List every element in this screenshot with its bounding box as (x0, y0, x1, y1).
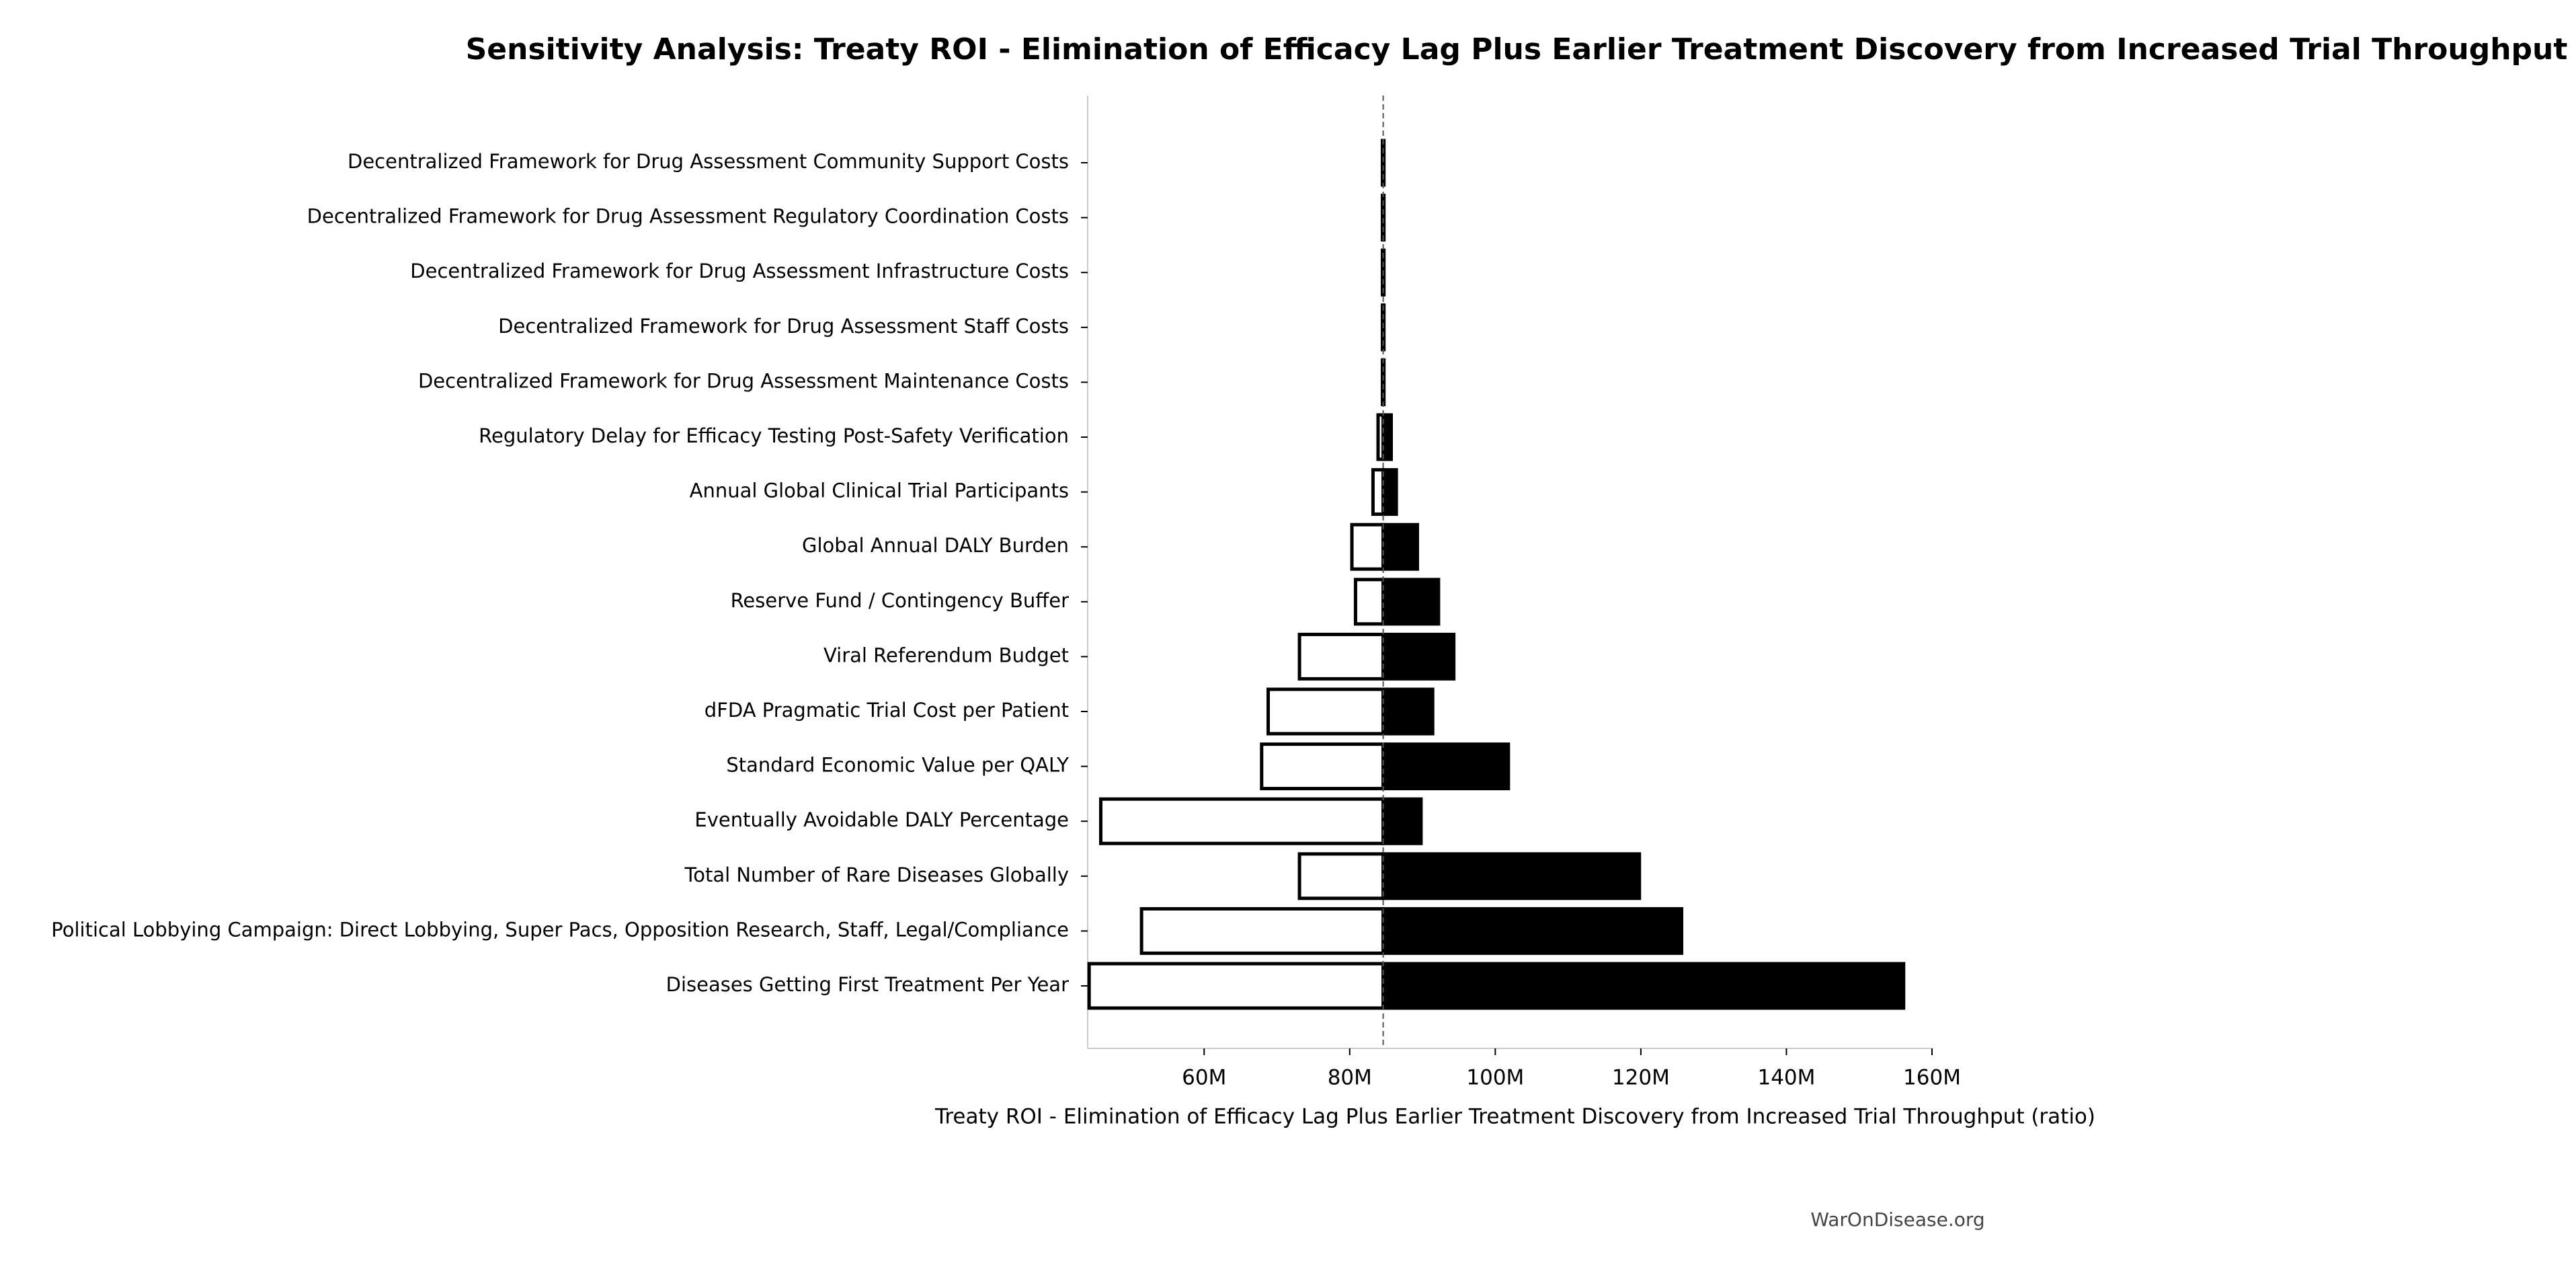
y-tick-label: Standard Economic Value per QALY (726, 754, 1069, 777)
x-tick-label: 140M (1757, 1066, 1815, 1090)
high-bar (1381, 578, 1441, 626)
low-bar (1139, 907, 1385, 955)
y-tick-label: Viral Referendum Budget (823, 644, 1069, 666)
high-bar (1381, 523, 1419, 571)
low-bar (1260, 742, 1385, 791)
watermark: WarOnDisease.org (1810, 1208, 1984, 1231)
y-tick-label: Global Annual DALY Burden (802, 534, 1069, 557)
low-bar (1297, 852, 1385, 900)
low-bar (1266, 687, 1385, 736)
y-tick-label: dFDA Pragmatic Trial Cost per Patient (705, 699, 1069, 722)
y-tick-label: Total Number of Rare Diseases Globally (684, 863, 1069, 886)
y-tick-label: Annual Global Clinical Trial Participant… (690, 479, 1069, 502)
high-bar (1381, 907, 1684, 955)
low-bar (1098, 797, 1385, 845)
low-bar (1087, 962, 1385, 1010)
low-bar (1353, 578, 1385, 626)
y-tick-label: Political Lobbying Campaign: Direct Lobb… (51, 918, 1069, 941)
y-tick-label: Decentralized Framework for Drug Assessm… (410, 260, 1069, 282)
x-tick-label: 60M (1182, 1066, 1226, 1090)
y-tick-label: Reserve Fund / Contingency Buffer (731, 589, 1069, 612)
x-tick-label: 120M (1612, 1066, 1670, 1090)
low-bar (1350, 523, 1385, 571)
high-bar (1381, 852, 1642, 900)
high-bar (1381, 632, 1456, 681)
y-tick-label: Decentralized Framework for Drug Assessm… (498, 315, 1069, 338)
x-tick-label: 80M (1328, 1066, 1372, 1090)
y-tick-label: Decentralized Framework for Drug Assessm… (307, 205, 1069, 228)
high-bar (1381, 468, 1398, 516)
x-axis-label: Treaty ROI - Elimination of Efficacy Lag… (934, 1105, 2095, 1129)
y-tick-label: Decentralized Framework for Drug Assessm… (418, 369, 1069, 392)
high-bar (1381, 797, 1423, 845)
high-bar (1381, 413, 1394, 461)
low-bar (1297, 632, 1385, 681)
high-bar (1381, 742, 1511, 791)
x-tick-label: 100M (1466, 1066, 1524, 1090)
y-tick-label: Regulatory Delay for Efficacy Testing Po… (479, 424, 1069, 447)
high-bar (1381, 962, 1906, 1010)
y-tick-label: Decentralized Framework for Drug Assessm… (348, 150, 1069, 173)
x-tick-label: 160M (1903, 1066, 1961, 1090)
chart-title: Sensitivity Analysis: Treaty ROI - Elimi… (466, 32, 2568, 67)
high-bar (1381, 687, 1435, 736)
y-tick-label: Diseases Getting First Treatment Per Yea… (666, 973, 1069, 996)
y-tick-label: Eventually Avoidable DALY Percentage (694, 808, 1069, 831)
